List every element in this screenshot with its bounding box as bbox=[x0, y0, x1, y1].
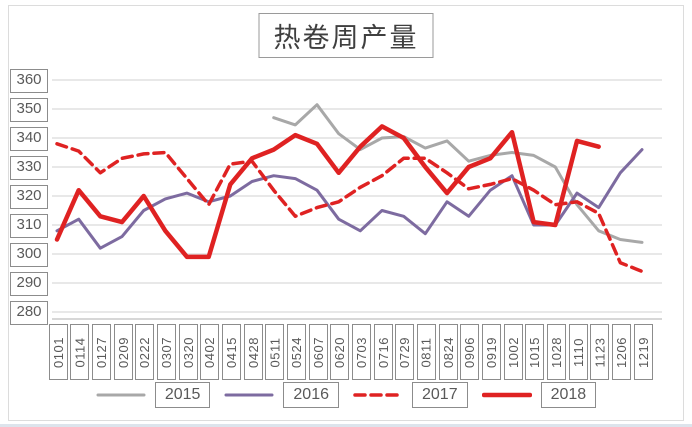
x-axis-tick-label: 0811 bbox=[416, 324, 436, 380]
x-axis-tick-text: 1219 bbox=[635, 336, 651, 368]
x-axis-tick-text: 1206 bbox=[613, 336, 629, 368]
x-axis-tick-text: 0524 bbox=[288, 336, 304, 368]
x-axis-tick-label: 0524 bbox=[286, 324, 306, 380]
x-axis-tick-text: 0824 bbox=[440, 336, 456, 368]
y-axis-tick-label: 290 bbox=[10, 272, 48, 296]
x-axis-tick-text: 1028 bbox=[548, 336, 564, 368]
legend-swatch-2016 bbox=[224, 393, 274, 397]
x-axis-tick-text: 0114 bbox=[72, 337, 88, 367]
legend-item-2015: 2015 bbox=[96, 382, 211, 408]
series-line-2015 bbox=[272, 103, 644, 244]
x-axis-tick-text: 0511 bbox=[267, 337, 283, 367]
legend-label-2018: 2018 bbox=[540, 382, 597, 408]
y-axis-tick-label: 330 bbox=[10, 156, 48, 180]
x-axis-tick-text: 0127 bbox=[93, 336, 109, 368]
legend: 2015 2016 2017 2018 bbox=[0, 382, 692, 408]
x-axis-tick-label: 0402 bbox=[200, 324, 220, 380]
legend-label-2015: 2015 bbox=[154, 382, 211, 408]
x-axis-tick-label: 1028 bbox=[546, 324, 566, 380]
x-axis-tick-text: 0620 bbox=[332, 336, 348, 368]
x-axis-tick-label: 0428 bbox=[243, 324, 263, 380]
x-axis-tick-label: 0716 bbox=[373, 324, 393, 380]
x-axis-tick-label: 0127 bbox=[91, 324, 111, 380]
x-axis-tick-label: 0222 bbox=[135, 324, 155, 380]
x-axis-tick-label: 0307 bbox=[156, 324, 176, 380]
series-line-2017 bbox=[55, 142, 644, 274]
x-axis-tick-label: 1110 bbox=[568, 324, 588, 380]
x-axis-tick-text: 0811 bbox=[418, 337, 434, 367]
x-axis-tick-text: 0906 bbox=[462, 336, 478, 368]
chart-outer-border bbox=[8, 5, 684, 421]
x-axis-tick-label: 0511 bbox=[265, 324, 285, 380]
x-axis-tick-label: 1206 bbox=[611, 324, 631, 380]
legend-label-2017: 2017 bbox=[412, 382, 468, 408]
x-axis-tick-text: 0729 bbox=[397, 336, 413, 368]
x-axis-tick-text: 1110 bbox=[570, 337, 586, 367]
legend-swatch-2015 bbox=[96, 393, 146, 397]
x-axis-tick-label: 0620 bbox=[330, 324, 350, 380]
x-axis-tick-text: 1123 bbox=[592, 337, 608, 367]
y-axis-tick-label: 280 bbox=[10, 301, 48, 325]
y-axis-tick-label: 350 bbox=[10, 98, 48, 122]
x-axis-tick-text: 0209 bbox=[115, 336, 131, 368]
legend-item-2018: 2018 bbox=[481, 382, 597, 408]
legend-item-2016: 2016 bbox=[224, 382, 339, 408]
legend-swatch-2018 bbox=[481, 392, 532, 398]
x-axis-tick-text: 0415 bbox=[223, 336, 239, 368]
x-axis-tick-label: 0415 bbox=[221, 324, 241, 380]
x-axis-tick-text: 0307 bbox=[158, 336, 174, 368]
x-axis-tick-label: 0101 bbox=[48, 324, 68, 380]
y-axis-tick-label: 300 bbox=[10, 243, 48, 267]
x-axis-tick-label: 0114 bbox=[70, 324, 90, 380]
y-axis-tick-label: 340 bbox=[10, 127, 48, 151]
x-axis-tick-label: 0209 bbox=[113, 324, 133, 380]
x-axis-tick-label: 0906 bbox=[460, 324, 480, 380]
bottom-divider bbox=[0, 424, 692, 427]
x-axis-tick-label: 0729 bbox=[395, 324, 415, 380]
legend-label-2016: 2016 bbox=[283, 382, 339, 408]
x-axis-tick-text: 0716 bbox=[375, 336, 391, 368]
legend-item-2017: 2017 bbox=[353, 382, 468, 408]
chart-title: 热卷周产量 bbox=[258, 13, 434, 58]
x-axis-tick-label: 1123 bbox=[590, 324, 610, 380]
x-axis-tick-text: 0222 bbox=[137, 336, 153, 368]
y-axis-tick-label: 310 bbox=[10, 214, 48, 238]
x-axis-tick-text: 0320 bbox=[180, 336, 196, 368]
x-axis-tick-text: 0703 bbox=[353, 336, 369, 368]
x-axis-tick-text: 0428 bbox=[245, 336, 261, 368]
x-axis-tick-label: 0703 bbox=[351, 324, 371, 380]
x-axis-tick-label: 0824 bbox=[438, 324, 458, 380]
x-axis-tick-label: 0919 bbox=[481, 324, 501, 380]
series-line-2018 bbox=[54, 124, 601, 260]
x-axis-tick-text: 0607 bbox=[310, 336, 326, 368]
x-axis-tick-text: 0919 bbox=[483, 336, 499, 368]
x-axis-tick-label: 0320 bbox=[178, 324, 198, 380]
y-axis-tick-label: 360 bbox=[10, 69, 48, 93]
x-axis-tick-label: 0607 bbox=[308, 324, 328, 380]
legend-swatch-2017 bbox=[353, 393, 403, 397]
x-axis-tick-text: 0101 bbox=[50, 336, 66, 368]
x-axis-tick-label: 1002 bbox=[503, 324, 523, 380]
x-axis-tick-text: 0402 bbox=[202, 336, 218, 368]
x-axis-tick-label: 1015 bbox=[525, 324, 545, 380]
x-axis-tick-text: 1002 bbox=[505, 336, 521, 368]
x-axis-tick-label: 1219 bbox=[633, 324, 653, 380]
y-axis-tick-label: 320 bbox=[10, 185, 48, 209]
x-axis-tick-text: 1015 bbox=[527, 336, 543, 368]
